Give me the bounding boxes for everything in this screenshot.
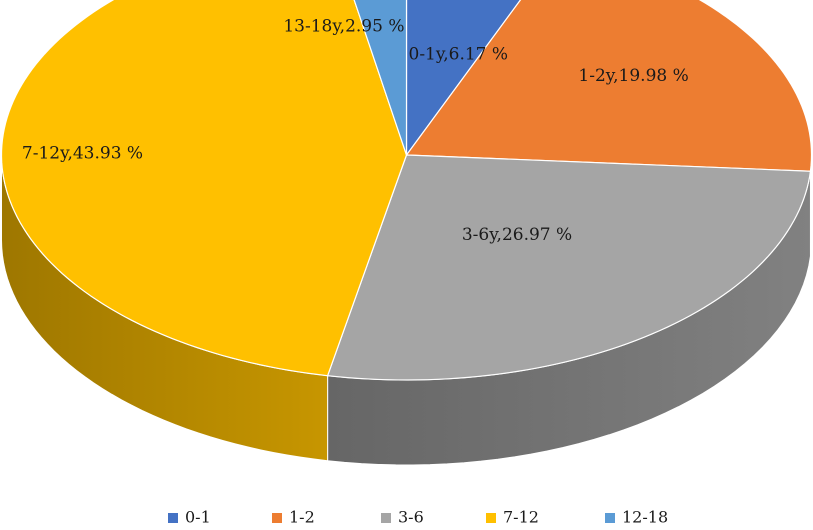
data-label-3-6: 3-6y,26.97 % (462, 225, 572, 245)
legend-label-0-1: 0-1 (185, 508, 211, 527)
legend-swatch-1-2 (272, 513, 282, 523)
legend-swatch-0-1 (168, 513, 178, 523)
legend: 0-1 1-2 3-6 7-12 12-18 (168, 508, 668, 527)
legend-swatch-7-12 (486, 513, 496, 523)
data-label-0-1: 0-1y,6.17 % (409, 45, 509, 65)
pie-slice-7-12 (0, 0, 408, 377)
pie-slices (0, 0, 813, 381)
data-label-12-18: 13-18y,2.95 % (283, 17, 404, 37)
legend-label-1-2: 1-2 (289, 508, 315, 527)
pie-slice-3-6 (326, 154, 812, 381)
data-label-7-12: 7-12y,43.93 % (22, 144, 143, 164)
legend-label-7-12: 7-12 (503, 508, 539, 527)
data-label-1-2: 1-2y,19.98 % (578, 66, 688, 86)
data-labels: 0-1y,6.17 % 1-2y,19.98 % 3-6y,26.97 % 7-12y… (22, 17, 689, 246)
legend-label-3-6: 3-6 (398, 508, 424, 527)
pie-slice-12-18 (353, 0, 408, 156)
pie-slice-1-2 (405, 0, 813, 172)
legend-swatch-3-6 (381, 513, 391, 523)
legend-label-12-18: 12-18 (622, 508, 668, 527)
legend-swatch-12-18 (605, 513, 615, 523)
